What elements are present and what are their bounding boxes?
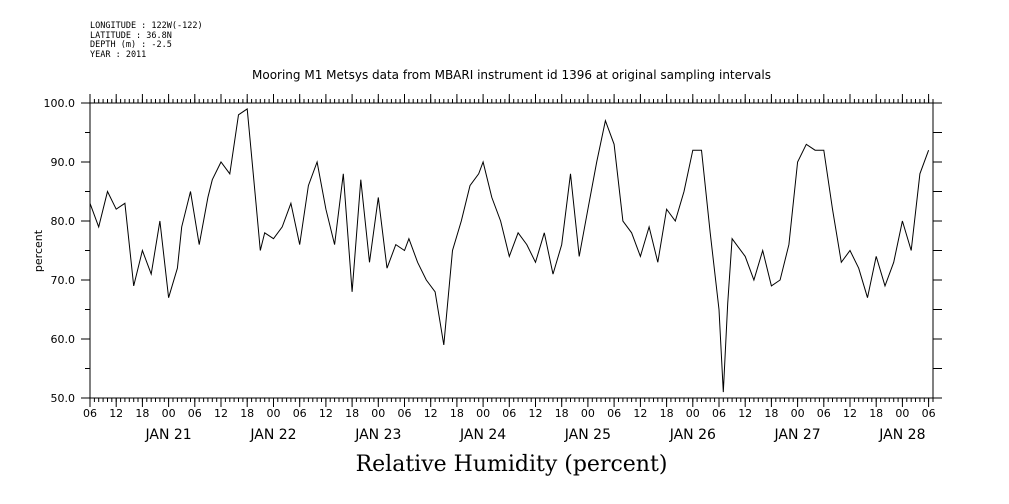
x-axis-label: Relative Humidity (percent) — [355, 452, 668, 477]
x-tick-label: 18 — [869, 407, 883, 420]
meta-latitude: LATITUDE : 36.8N — [90, 30, 172, 41]
x-tick-label: 00 — [895, 407, 909, 420]
x-tick-label: 06 — [188, 407, 202, 420]
x-tick-label: 12 — [319, 407, 333, 420]
meta-longitude: LONGITUDE : 122W(-122) — [90, 21, 203, 31]
y-tick-label: 100.0 — [44, 97, 76, 110]
x-tick-label: 18 — [345, 407, 359, 420]
x-tick-label: 18 — [240, 407, 254, 420]
x-tick-label: 12 — [843, 407, 857, 420]
chart-title-wrap: Mooring M1 Metsys data from MBARI instru… — [0, 68, 1009, 82]
y-axis-label: percent — [32, 229, 45, 272]
x-tick-label: 06 — [398, 407, 412, 420]
x-tick-label: 18 — [764, 407, 778, 420]
y-tick-label: 70.0 — [51, 274, 76, 287]
x-tick-label: 18 — [660, 407, 674, 420]
x-tick-labels: 06 12 18 00 06 12 18 00 06 12 18 00 06 12 18 00 06 12 18 00… — [83, 407, 936, 420]
y-tick-labels: 50.0 60.0 70.0 80.0 90.0 100.0 — [44, 97, 76, 405]
x-tick-label: 00 — [791, 407, 805, 420]
metadata-block: LONGITUDE : 122W(-122) LATITUDE : 36.8N … — [90, 21, 203, 60]
date-label: JAN 24 — [459, 427, 506, 443]
x-tick-label: 00 — [686, 407, 700, 420]
x-tick-label: 00 — [162, 407, 176, 420]
x-tick-label: 06 — [502, 407, 516, 420]
humidity-series-line — [89, 108, 930, 393]
x-tick-label: 12 — [529, 407, 543, 420]
x-tick-label: 06 — [817, 407, 831, 420]
meta-year: YEAR : 2011 — [90, 49, 147, 60]
x-tick-label: 12 — [633, 407, 647, 420]
x-axis-label-wrap: Relative Humidity (percent) — [0, 452, 1009, 477]
date-label: JAN 22 — [249, 427, 296, 443]
x-tick-label: 06 — [712, 407, 726, 420]
date-label: JAN 21 — [144, 427, 191, 443]
y-tick-label: 90.0 — [51, 156, 76, 169]
x-tick-label: 18 — [555, 407, 569, 420]
x-tick-label: 00 — [581, 407, 595, 420]
x-tick-label: 06 — [293, 407, 307, 420]
date-label: JAN 27 — [773, 427, 820, 443]
date-label: JAN 26 — [669, 427, 716, 443]
x-tick-label: 12 — [214, 407, 228, 420]
x-tick-label: 00 — [371, 407, 385, 420]
date-label: JAN 28 — [878, 427, 925, 443]
x-tick-label: 06 — [922, 407, 936, 420]
y-tick-label: 50.0 — [51, 392, 76, 405]
x-tick-label: 18 — [450, 407, 464, 420]
meta-depth: DEPTH (m) : -2.5 — [90, 40, 172, 50]
y-tick-label: 60.0 — [51, 333, 76, 346]
x-tick-label: 06 — [607, 407, 621, 420]
x-tick-label: 18 — [135, 407, 149, 420]
x-tick-label: 12 — [424, 407, 438, 420]
date-label: JAN 23 — [354, 427, 401, 443]
date-label: JAN 25 — [564, 427, 611, 443]
x-tick-label: 12 — [738, 407, 752, 420]
tick-marks — [81, 94, 942, 407]
x-tick-label: 12 — [109, 407, 123, 420]
chart-title: Mooring M1 Metsys data from MBARI instru… — [252, 68, 771, 82]
x-tick-label: 06 — [83, 407, 97, 420]
x-tick-label: 00 — [476, 407, 490, 420]
y-tick-label: 80.0 — [51, 215, 76, 228]
date-labels: JAN 21 JAN 22 JAN 23 JAN 24 JAN 25 JAN 26 JAN … — [144, 427, 925, 443]
x-tick-label: 00 — [267, 407, 281, 420]
